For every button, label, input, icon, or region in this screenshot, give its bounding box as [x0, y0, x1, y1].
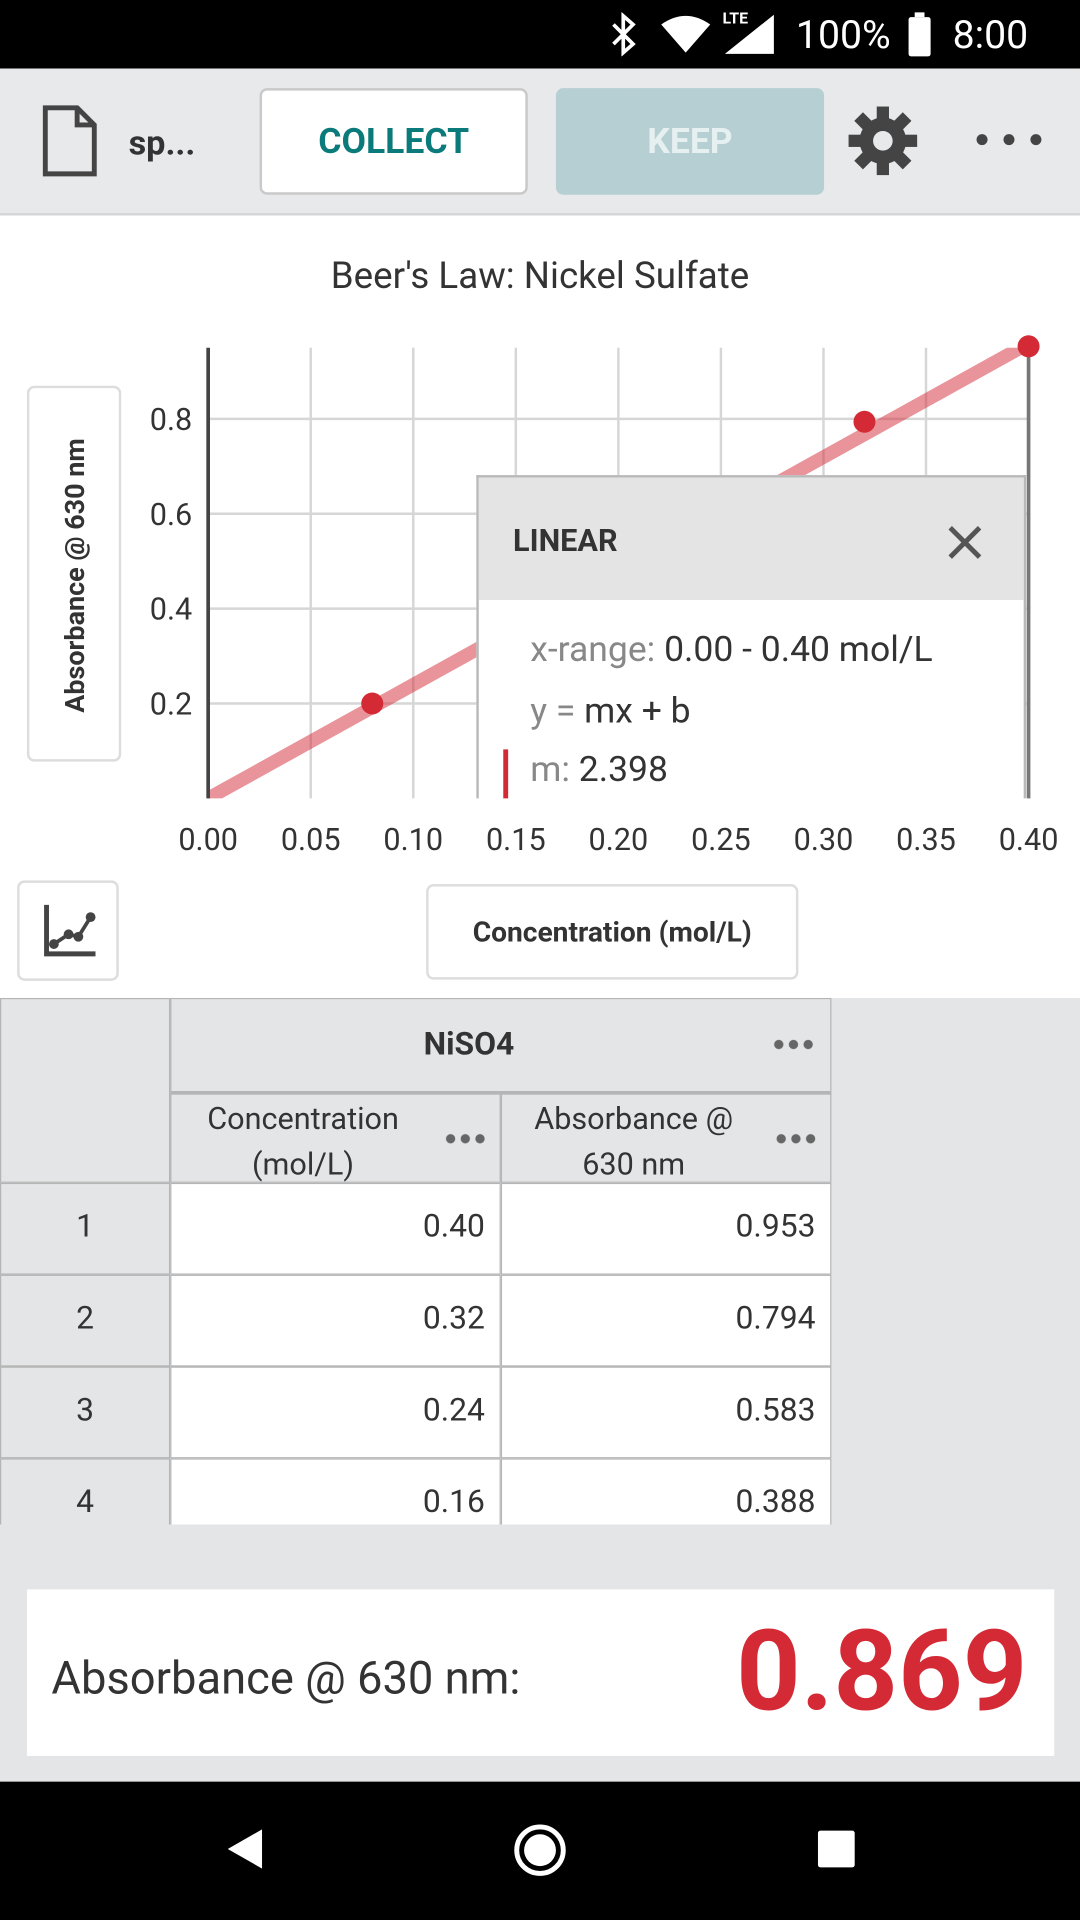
row-number: 1 — [0, 1182, 171, 1275]
file-icon[interactable] — [40, 105, 99, 178]
row-number: 4 — [0, 1458, 171, 1525]
meter-value: 0.869 — [736, 1606, 1028, 1738]
table-cell: 0.794 — [500, 1274, 832, 1367]
bluetooth-icon — [612, 12, 636, 57]
table-cell: 0.16 — [170, 1458, 501, 1525]
row-number: 2 — [0, 1274, 171, 1367]
table-cell: 0.388 — [500, 1458, 832, 1525]
x-tick-label: 0.40 — [999, 823, 1059, 858]
group-header: NiSO4 — [170, 997, 832, 1094]
column-header: Concentration (mol/L) — [170, 1093, 501, 1183]
column-title: Concentration (mol/L) — [207, 1102, 399, 1183]
x-tick-label: 0.25 — [691, 823, 751, 858]
home-button[interactable] — [512, 1822, 568, 1878]
table-cell: 0.24 — [170, 1366, 501, 1459]
x-axis-button[interactable]: Concentration (mol/L) — [426, 884, 799, 980]
x-tick-label: 0.30 — [794, 823, 854, 858]
x-range-label: x-range: — [530, 629, 656, 672]
y-tick-label: 0.4 — [150, 593, 192, 628]
group-title: NiSO4 — [423, 1026, 515, 1063]
column-menu[interactable] — [443, 1133, 488, 1144]
signal-icon — [724, 14, 774, 54]
x-tick-label: 0.10 — [383, 823, 443, 858]
meter-area: Absorbance @ 630 nm: 0.869 — [0, 1524, 1080, 1782]
table-cell: 0.32 — [170, 1274, 501, 1367]
table-cell: 0.583 — [500, 1366, 832, 1459]
data-point — [853, 410, 876, 433]
overflow-menu[interactable] — [973, 130, 1044, 150]
x-tick-label: 0.35 — [896, 823, 956, 858]
column-header: Absorbance @ 630 nm — [500, 1093, 832, 1183]
y-tick-label: 0.8 — [150, 403, 192, 438]
data-table: NiSO4 Concentration (mol/L) Absorbance @ 6… — [0, 997, 1080, 1525]
x-tick-label: 0.05 — [281, 823, 341, 858]
data-point — [361, 692, 384, 715]
curve-fit-panel: LINEAR x-range: 0.00 - 0.40 mol/L y = mx… — [476, 475, 1027, 799]
x-range-row: x-range: 0.00 - 0.40 mol/L — [530, 629, 932, 671]
row-number: 3 — [0, 1366, 171, 1459]
x-tick-label: 0.15 — [486, 823, 546, 858]
x-range-value: 0.00 - 0.40 mol/L — [664, 629, 933, 672]
battery-percent: 100% — [795, 11, 891, 58]
column-menu[interactable] — [773, 1133, 818, 1144]
graph-tools-icon — [44, 904, 96, 957]
y-tick-label: 0.2 — [150, 688, 192, 723]
slope-value: 2.398 — [578, 749, 668, 792]
collect-button[interactable]: COLLECT — [259, 88, 528, 195]
graph-title: Beer's Law: Nickel Sulfate — [330, 254, 750, 298]
x-tick-label: 0.00 — [178, 823, 238, 858]
corner-cell — [0, 997, 171, 1183]
keep-button[interactable]: KEEP — [555, 88, 825, 195]
series-marker — [503, 749, 509, 799]
x-tick-label: 0.20 — [589, 823, 649, 858]
battery-icon — [908, 12, 931, 57]
nav-bar — [0, 1781, 1080, 1920]
slope-label: m: — [530, 749, 570, 792]
y-axis-button[interactable]: Absorbance @ 630 nm — [26, 385, 122, 762]
close-button[interactable] — [947, 524, 984, 561]
meter-label: Absorbance @ 630 nm: — [51, 1653, 521, 1706]
clock: 8:00 — [952, 11, 1029, 58]
back-button[interactable] — [220, 1824, 269, 1873]
equation-label: y = — [530, 690, 576, 733]
y-tick-label: 0.6 — [150, 498, 192, 533]
table-cell: 0.40 — [170, 1182, 501, 1275]
panel-header: LINEAR — [478, 477, 1024, 600]
equation-row: y = mx + b — [530, 691, 690, 733]
slope-row: m: 2.398 — [530, 749, 668, 791]
column-menu[interactable] — [771, 1039, 816, 1050]
meter: Absorbance @ 630 nm: 0.869 — [26, 1589, 1055, 1756]
table-cell: 0.953 — [500, 1182, 832, 1275]
data-point — [1017, 335, 1040, 358]
recents-button[interactable] — [816, 1828, 858, 1870]
settings-icon[interactable] — [847, 105, 918, 176]
wifi-icon — [661, 15, 711, 53]
status-bar: LTE 100% 8:00 — [0, 0, 1080, 69]
panel-title: LINEAR — [513, 524, 618, 560]
file-name[interactable]: sp... — [128, 122, 196, 163]
equation: mx + b — [584, 690, 691, 733]
column-title: Absorbance @ 630 nm — [534, 1102, 734, 1183]
toolbar: sp... COLLECT KEEP — [0, 68, 1080, 216]
graph-tools-button[interactable] — [17, 880, 119, 981]
network-label: LTE — [722, 9, 749, 29]
